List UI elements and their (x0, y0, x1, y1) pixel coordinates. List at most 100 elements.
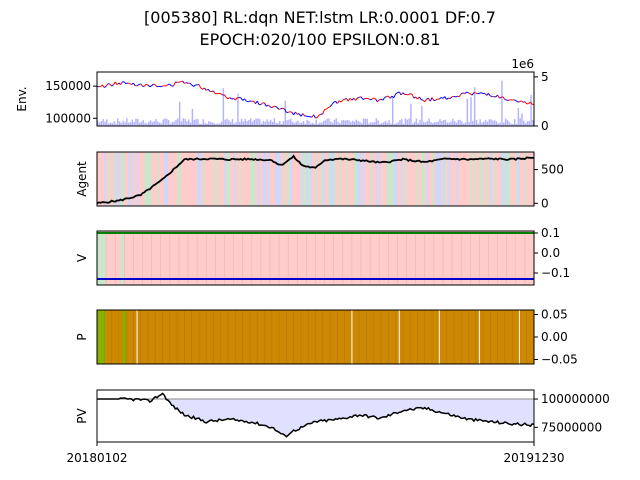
price-segment (424, 98, 427, 103)
volume-bar (166, 118, 168, 126)
value-action-band (293, 231, 296, 285)
volume-bar (413, 121, 416, 126)
value-action-band (226, 231, 229, 285)
agent-action-band (446, 152, 449, 206)
agent-action-band (506, 152, 509, 206)
price-segment (165, 83, 169, 87)
policy-band (239, 310, 242, 364)
volume-bar (393, 124, 396, 126)
agent-action-band (200, 152, 203, 206)
price-segment (333, 100, 336, 103)
volume-bar (120, 122, 123, 126)
agent-action-band (399, 152, 402, 206)
agent-action-band (473, 152, 477, 206)
value-action-band (415, 231, 418, 285)
policy-band (310, 310, 313, 364)
value-action-band (399, 231, 402, 285)
agent-action-band (224, 152, 227, 206)
price-segment (140, 83, 143, 87)
agent-action-band (279, 152, 282, 206)
policy-band (98, 310, 101, 364)
policy-band (137, 310, 140, 364)
volume-bar (322, 121, 325, 126)
policy-band (213, 310, 216, 364)
volume-bar (373, 121, 376, 126)
agent-action-band (209, 152, 213, 206)
volume-bar (279, 120, 281, 126)
agent-action-band (175, 152, 178, 206)
policy-band (483, 310, 486, 364)
price-segment (373, 97, 376, 100)
agent-action-band (275, 152, 278, 206)
value-action-band (191, 231, 194, 285)
value-action-band (475, 231, 478, 285)
policy-band (448, 310, 451, 364)
value-action-band (390, 231, 393, 285)
y-tick-label: 500 (541, 163, 564, 177)
policy-band (373, 310, 376, 364)
policy-band (209, 310, 213, 364)
agent-action-band (382, 152, 385, 206)
volume-bar (131, 119, 134, 126)
policy-band (166, 310, 169, 364)
volume-bar (242, 121, 245, 126)
agent-action-band (153, 152, 156, 206)
value-action-band (313, 231, 316, 285)
volume-bar (530, 94, 532, 126)
agent-frame (96, 151, 535, 207)
volume-bar (142, 120, 144, 126)
volume-bar (178, 101, 181, 126)
agent-action-band (455, 152, 458, 206)
agent-action-band (240, 152, 243, 206)
value-action-band (111, 231, 114, 285)
value-action-band (129, 231, 132, 285)
agent-action-band (492, 152, 495, 206)
policy-band (160, 310, 163, 364)
volume-bar (164, 118, 166, 126)
price-segment (520, 100, 524, 103)
value-action-band (209, 231, 213, 285)
agent-plot-area (97, 152, 534, 206)
price-segment (282, 107, 285, 110)
volume-bar (424, 122, 427, 126)
agent-action-band (257, 152, 260, 206)
agent-action-band (361, 152, 364, 206)
value-action-band (166, 231, 169, 285)
price-segment (435, 98, 438, 101)
volume-bar (450, 121, 452, 126)
price-segment (295, 111, 298, 115)
price-segment (200, 87, 203, 90)
volume-bar (428, 118, 430, 126)
price-segment (466, 91, 469, 94)
agent-action-band (426, 152, 429, 206)
value-action-band (346, 231, 349, 285)
volume-bar (193, 119, 195, 126)
value-action-band (211, 231, 214, 285)
price-segment (326, 107, 329, 110)
agent-action-band (384, 152, 387, 206)
volume-bar (375, 118, 378, 126)
volume-bar (410, 103, 412, 126)
policy-band (107, 310, 111, 364)
price-segment (300, 113, 304, 117)
policy-band (320, 310, 324, 364)
volume-bar (177, 118, 179, 126)
policy-band (326, 310, 329, 364)
agent-action-band (126, 152, 129, 206)
policy-band (346, 310, 349, 364)
value-action-band (206, 231, 209, 285)
price-segment (122, 81, 125, 83)
price-segment (151, 83, 154, 87)
agent-action-band (477, 152, 480, 206)
agent-action-band (524, 152, 528, 206)
volume-bar (472, 120, 474, 126)
agent-action-band (402, 152, 406, 206)
policy-band (155, 310, 158, 364)
volume-bar (515, 123, 518, 126)
volume-bar (280, 123, 283, 126)
agent-action-band (464, 152, 467, 206)
value-action-band (153, 231, 156, 285)
agent-action-band (218, 152, 222, 206)
value-action-band (401, 231, 404, 285)
volume-bar (461, 121, 463, 126)
